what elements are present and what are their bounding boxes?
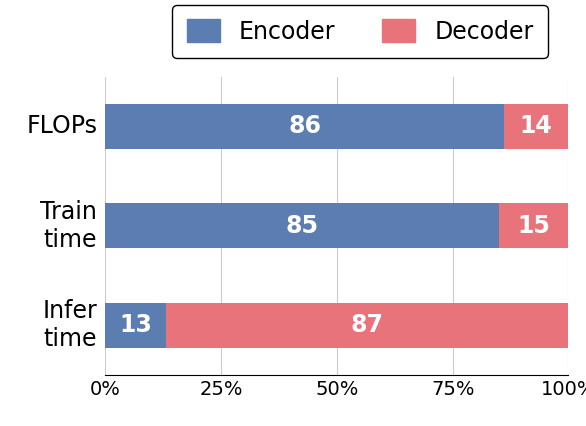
Text: 86: 86 [288,114,321,138]
Bar [105,204,499,248]
Bar [503,104,568,149]
Text: 87: 87 [350,313,384,337]
Bar [499,204,568,248]
Bar [105,104,503,149]
Text: 85: 85 [286,214,319,238]
Bar [166,303,568,348]
Text: 13: 13 [119,313,152,337]
Text: 15: 15 [517,214,550,238]
Bar [105,303,166,348]
Legend: Encoder, Decoder: Encoder, Decoder [172,5,548,58]
Text: 14: 14 [520,114,553,138]
